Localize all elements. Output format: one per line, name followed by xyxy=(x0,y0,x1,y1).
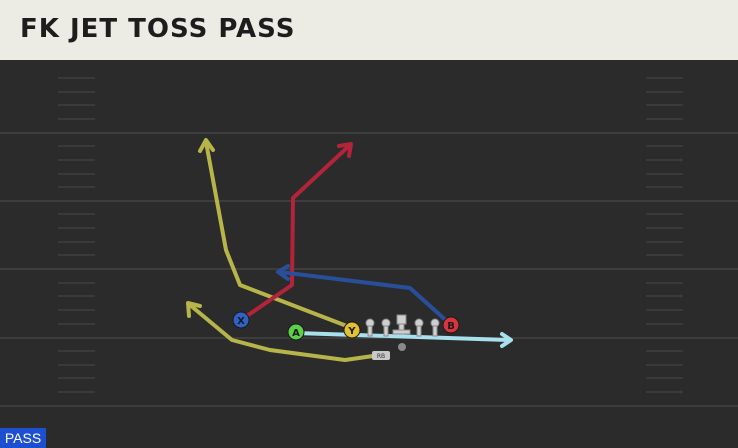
route-x-arrow xyxy=(337,142,353,158)
player-a-label: A xyxy=(292,328,300,339)
route-y-arrow xyxy=(198,138,215,153)
play-title: FK JET TOSS PASS xyxy=(20,14,296,44)
qb-marker xyxy=(398,343,406,351)
player-rb-label: RB xyxy=(377,353,385,360)
play-header: FK JET TOSS PASS xyxy=(0,0,738,60)
route-rb xyxy=(188,303,382,362)
player-x-label: X xyxy=(237,316,245,327)
offensive-line xyxy=(365,314,440,337)
route-a xyxy=(294,331,510,342)
play-field xyxy=(0,60,738,448)
route-b-arrow xyxy=(276,264,290,281)
player-rb: RB xyxy=(372,351,390,360)
route-x xyxy=(239,143,352,322)
route-b xyxy=(278,270,452,326)
player-a: A xyxy=(287,323,305,341)
player-b: B xyxy=(442,316,460,334)
mode-badge: PASS xyxy=(0,428,46,448)
hash-marks-left xyxy=(58,77,95,393)
yard-lines xyxy=(0,132,738,407)
hash-marks-right xyxy=(646,77,683,393)
player-y-label: Y xyxy=(347,326,356,337)
route-a-arrow xyxy=(500,332,513,348)
player-y: Y xyxy=(343,321,361,339)
route-rb-arrow xyxy=(186,301,202,318)
player-x: X xyxy=(232,311,250,329)
route-y xyxy=(204,140,354,330)
player-b-label: B xyxy=(447,321,455,332)
